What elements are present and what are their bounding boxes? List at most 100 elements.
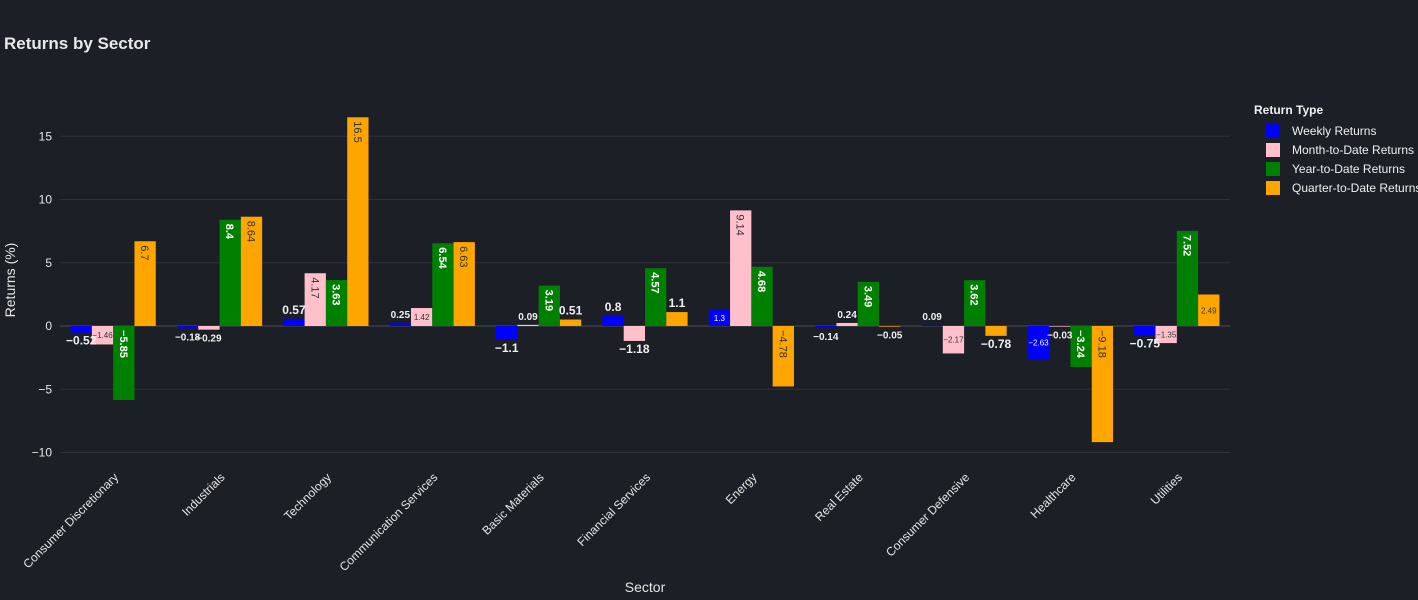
legend-label: Year-to-Date Returns	[1292, 161, 1405, 176]
y-tick-label: 10	[39, 193, 53, 207]
bar	[134, 241, 156, 326]
bar	[538, 285, 560, 326]
bar	[410, 308, 433, 326]
legend-swatch	[1266, 123, 1280, 138]
bar	[559, 319, 582, 326]
legend-swatch	[1266, 142, 1280, 157]
bar	[751, 266, 773, 326]
bar	[432, 243, 454, 326]
data-label: −0.14	[813, 332, 839, 343]
bar	[623, 326, 645, 341]
data-label: −1.18	[619, 342, 650, 356]
data-label: 9.14	[734, 214, 746, 235]
data-label: 16.5	[351, 121, 363, 142]
bar	[219, 219, 241, 326]
bar	[1198, 294, 1220, 326]
data-label: 6.54	[436, 247, 448, 269]
legend-item[interactable]: Year-to-Date Returns	[1254, 159, 1418, 178]
legend-swatch	[1266, 180, 1280, 195]
x-axis-title: Sector	[625, 579, 666, 595]
bar	[772, 326, 794, 387]
data-label: 4.57	[649, 272, 661, 293]
x-tick-label: Utilities	[1148, 470, 1185, 507]
data-label: −2.63	[1028, 339, 1049, 348]
data-label: −0.78	[981, 337, 1012, 351]
bar	[602, 315, 624, 326]
data-label: 4.17	[308, 277, 320, 298]
x-tick-label: Consumer Defensive	[883, 470, 972, 559]
y-tick-label: 0	[45, 319, 52, 333]
bar	[730, 210, 752, 326]
data-label: 1.3	[714, 314, 726, 323]
data-label: −0.18	[175, 332, 201, 343]
bar	[304, 273, 326, 326]
x-tick-label: Communication Services	[337, 470, 441, 574]
legend-item[interactable]: Weekly Returns	[1254, 121, 1418, 140]
bar	[1134, 326, 1156, 336]
data-label: 8.4	[223, 224, 235, 240]
legend-swatch	[1266, 161, 1280, 176]
bar	[1027, 326, 1050, 360]
data-label: −0.03	[1047, 331, 1073, 342]
data-label: −0.29	[196, 334, 222, 345]
bar	[453, 242, 475, 326]
bar	[198, 326, 220, 330]
data-label: −9.18	[1095, 330, 1107, 358]
data-label: 0.25	[391, 310, 411, 321]
data-label: 0.09	[518, 312, 538, 323]
legend-item[interactable]: Month-to-Date Returns	[1254, 140, 1418, 159]
y-tick-label: −10	[32, 446, 53, 460]
bar	[645, 268, 667, 326]
data-label: −5.85	[117, 330, 129, 358]
data-label: 0.24	[837, 310, 857, 321]
y-tick-label: 5	[45, 256, 52, 270]
bar	[985, 326, 1007, 336]
bar	[347, 117, 369, 327]
y-tick-label: 15	[39, 129, 53, 143]
bar	[1049, 326, 1071, 327]
x-tick-label: Real Estate	[812, 470, 866, 524]
data-label: −0.05	[877, 331, 903, 342]
legend: Return Type Weekly Returns Month-to-Date …	[1254, 103, 1418, 197]
data-label: 6.7	[138, 245, 150, 260]
data-label: 0.09	[922, 312, 942, 323]
y-axis-title: Returns (%)	[2, 243, 18, 318]
x-tick-label: Basic Materials	[479, 470, 546, 537]
bar	[70, 326, 92, 333]
legend-item[interactable]: Quarter-to-Date Returns	[1254, 178, 1418, 197]
data-label: −0.52	[66, 334, 97, 348]
x-tick-label: Industrials	[179, 470, 228, 519]
data-label: 0.57	[282, 303, 306, 317]
data-label: −0.75	[1130, 336, 1161, 350]
bar	[1091, 326, 1114, 443]
bar	[325, 280, 348, 326]
x-tick-label: Financial Services	[574, 470, 653, 549]
x-tick-label: Energy	[723, 470, 760, 507]
bar	[921, 324, 943, 326]
bar	[964, 280, 986, 326]
bar	[1176, 230, 1199, 326]
data-label: 8.64	[244, 221, 256, 242]
data-label: 7.52	[1180, 235, 1192, 256]
bar	[857, 281, 880, 326]
bar	[879, 326, 901, 327]
data-label: −1.35	[1156, 331, 1177, 340]
data-label: 6.63	[457, 246, 469, 267]
data-label: 3.19	[542, 290, 554, 311]
legend-title: Return Type	[1254, 103, 1324, 117]
data-label: 3.62	[968, 284, 980, 305]
x-tick-label: Consumer Discretionary	[20, 470, 121, 571]
bar	[91, 326, 114, 345]
bar	[708, 309, 731, 326]
bar	[815, 326, 837, 328]
data-label: 0.8	[605, 300, 622, 314]
bar	[942, 326, 965, 354]
data-label: 4.68	[755, 271, 767, 292]
data-label: 2.49	[1201, 306, 1217, 315]
bar	[517, 324, 539, 326]
bar	[176, 326, 199, 329]
bar	[1070, 326, 1092, 367]
data-label: 0.51	[559, 304, 583, 318]
bar	[666, 312, 688, 326]
